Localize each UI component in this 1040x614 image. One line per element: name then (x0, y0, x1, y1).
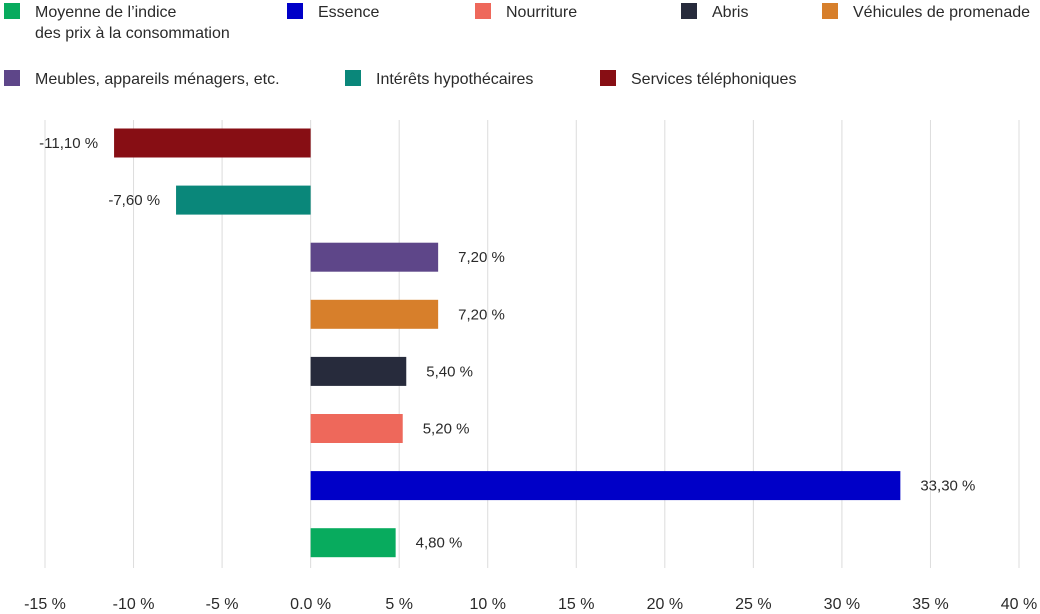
x-tick-label: 25 % (735, 596, 771, 613)
legend-item: Abris (681, 3, 748, 21)
x-tick-label: 40 % (1001, 596, 1037, 613)
legend-item: Nourriture (475, 3, 577, 21)
legend-label: Meubles, appareils ménagers, etc. (35, 71, 280, 88)
bar-value-label: 5,20 % (423, 421, 470, 438)
bar-value-label: 7,20 % (458, 306, 505, 323)
x-tick-label: 0.0 % (290, 596, 331, 613)
legend-item: Intérêts hypothécaires (345, 70, 533, 88)
bar-value-label: -11,10 % (39, 135, 98, 152)
legend-swatch (600, 70, 616, 86)
x-tick-label: 15 % (558, 596, 594, 613)
legend-swatch (475, 3, 491, 19)
legend-item: Véhicules de promenade (822, 3, 1030, 21)
x-tick-label: 20 % (647, 596, 683, 613)
x-tick-label: -15 % (24, 596, 66, 613)
x-tick-label: 35 % (912, 596, 948, 613)
bar-value-label: 33,30 % (920, 478, 975, 495)
legend-swatch (4, 70, 20, 86)
legend-label: Abris (712, 4, 748, 21)
legend-swatch (681, 3, 697, 19)
x-tick-label: -5 % (206, 596, 239, 613)
legend-label: Essence (318, 4, 379, 21)
bars (114, 128, 901, 558)
bar-value-label: 4,80 % (416, 535, 463, 552)
bar-value-label: 5,40 % (426, 363, 473, 380)
legend-label: Moyenne de l’indice (35, 4, 177, 21)
legend-label: Véhicules de promenade (853, 4, 1030, 21)
legend-item: Moyenne de l’indice des prix à la consomm… (4, 3, 230, 42)
x-tick-label: 5 % (385, 596, 413, 613)
legend-label: Intérêts hypothécaires (376, 71, 533, 88)
legend-label: Nourriture (506, 4, 577, 21)
bar (310, 242, 439, 272)
bar (310, 299, 439, 329)
legend-item: Services téléphoniques (600, 70, 796, 88)
legend-swatch (287, 3, 303, 19)
bar (114, 128, 311, 158)
legend-swatch (822, 3, 838, 19)
legend-item: Meubles, appareils ménagers, etc. (4, 70, 280, 88)
x-tick-label: 30 % (824, 596, 860, 613)
bar (176, 185, 311, 215)
legend-label: Services téléphoniques (631, 71, 796, 88)
bar-value-label: -7,60 % (108, 192, 160, 209)
legend-item: Essence (287, 3, 379, 21)
data-labels: -11,10 % -7,60 % 7,20 % 7,20 % 5,40 % 5,20 % 3… (39, 135, 975, 552)
bar-value-label: 7,20 % (458, 249, 505, 266)
legend: Moyenne de l’indice des prix à la consomm… (4, 3, 1030, 88)
x-tick-label: 10 % (469, 596, 505, 613)
legend-swatch (4, 3, 20, 19)
bar (310, 471, 901, 501)
x-tick-label: -10 % (113, 596, 155, 613)
bar (310, 356, 407, 386)
bar (310, 528, 396, 558)
legend-label: des prix à la consommation (35, 25, 230, 42)
legend-swatch (345, 70, 361, 86)
x-axis-tick-labels: -15 % -10 % -5 % 0.0 % 5 % 10 % 15 % 20 % 25 % 30… (24, 596, 1037, 613)
bar (310, 414, 403, 443)
